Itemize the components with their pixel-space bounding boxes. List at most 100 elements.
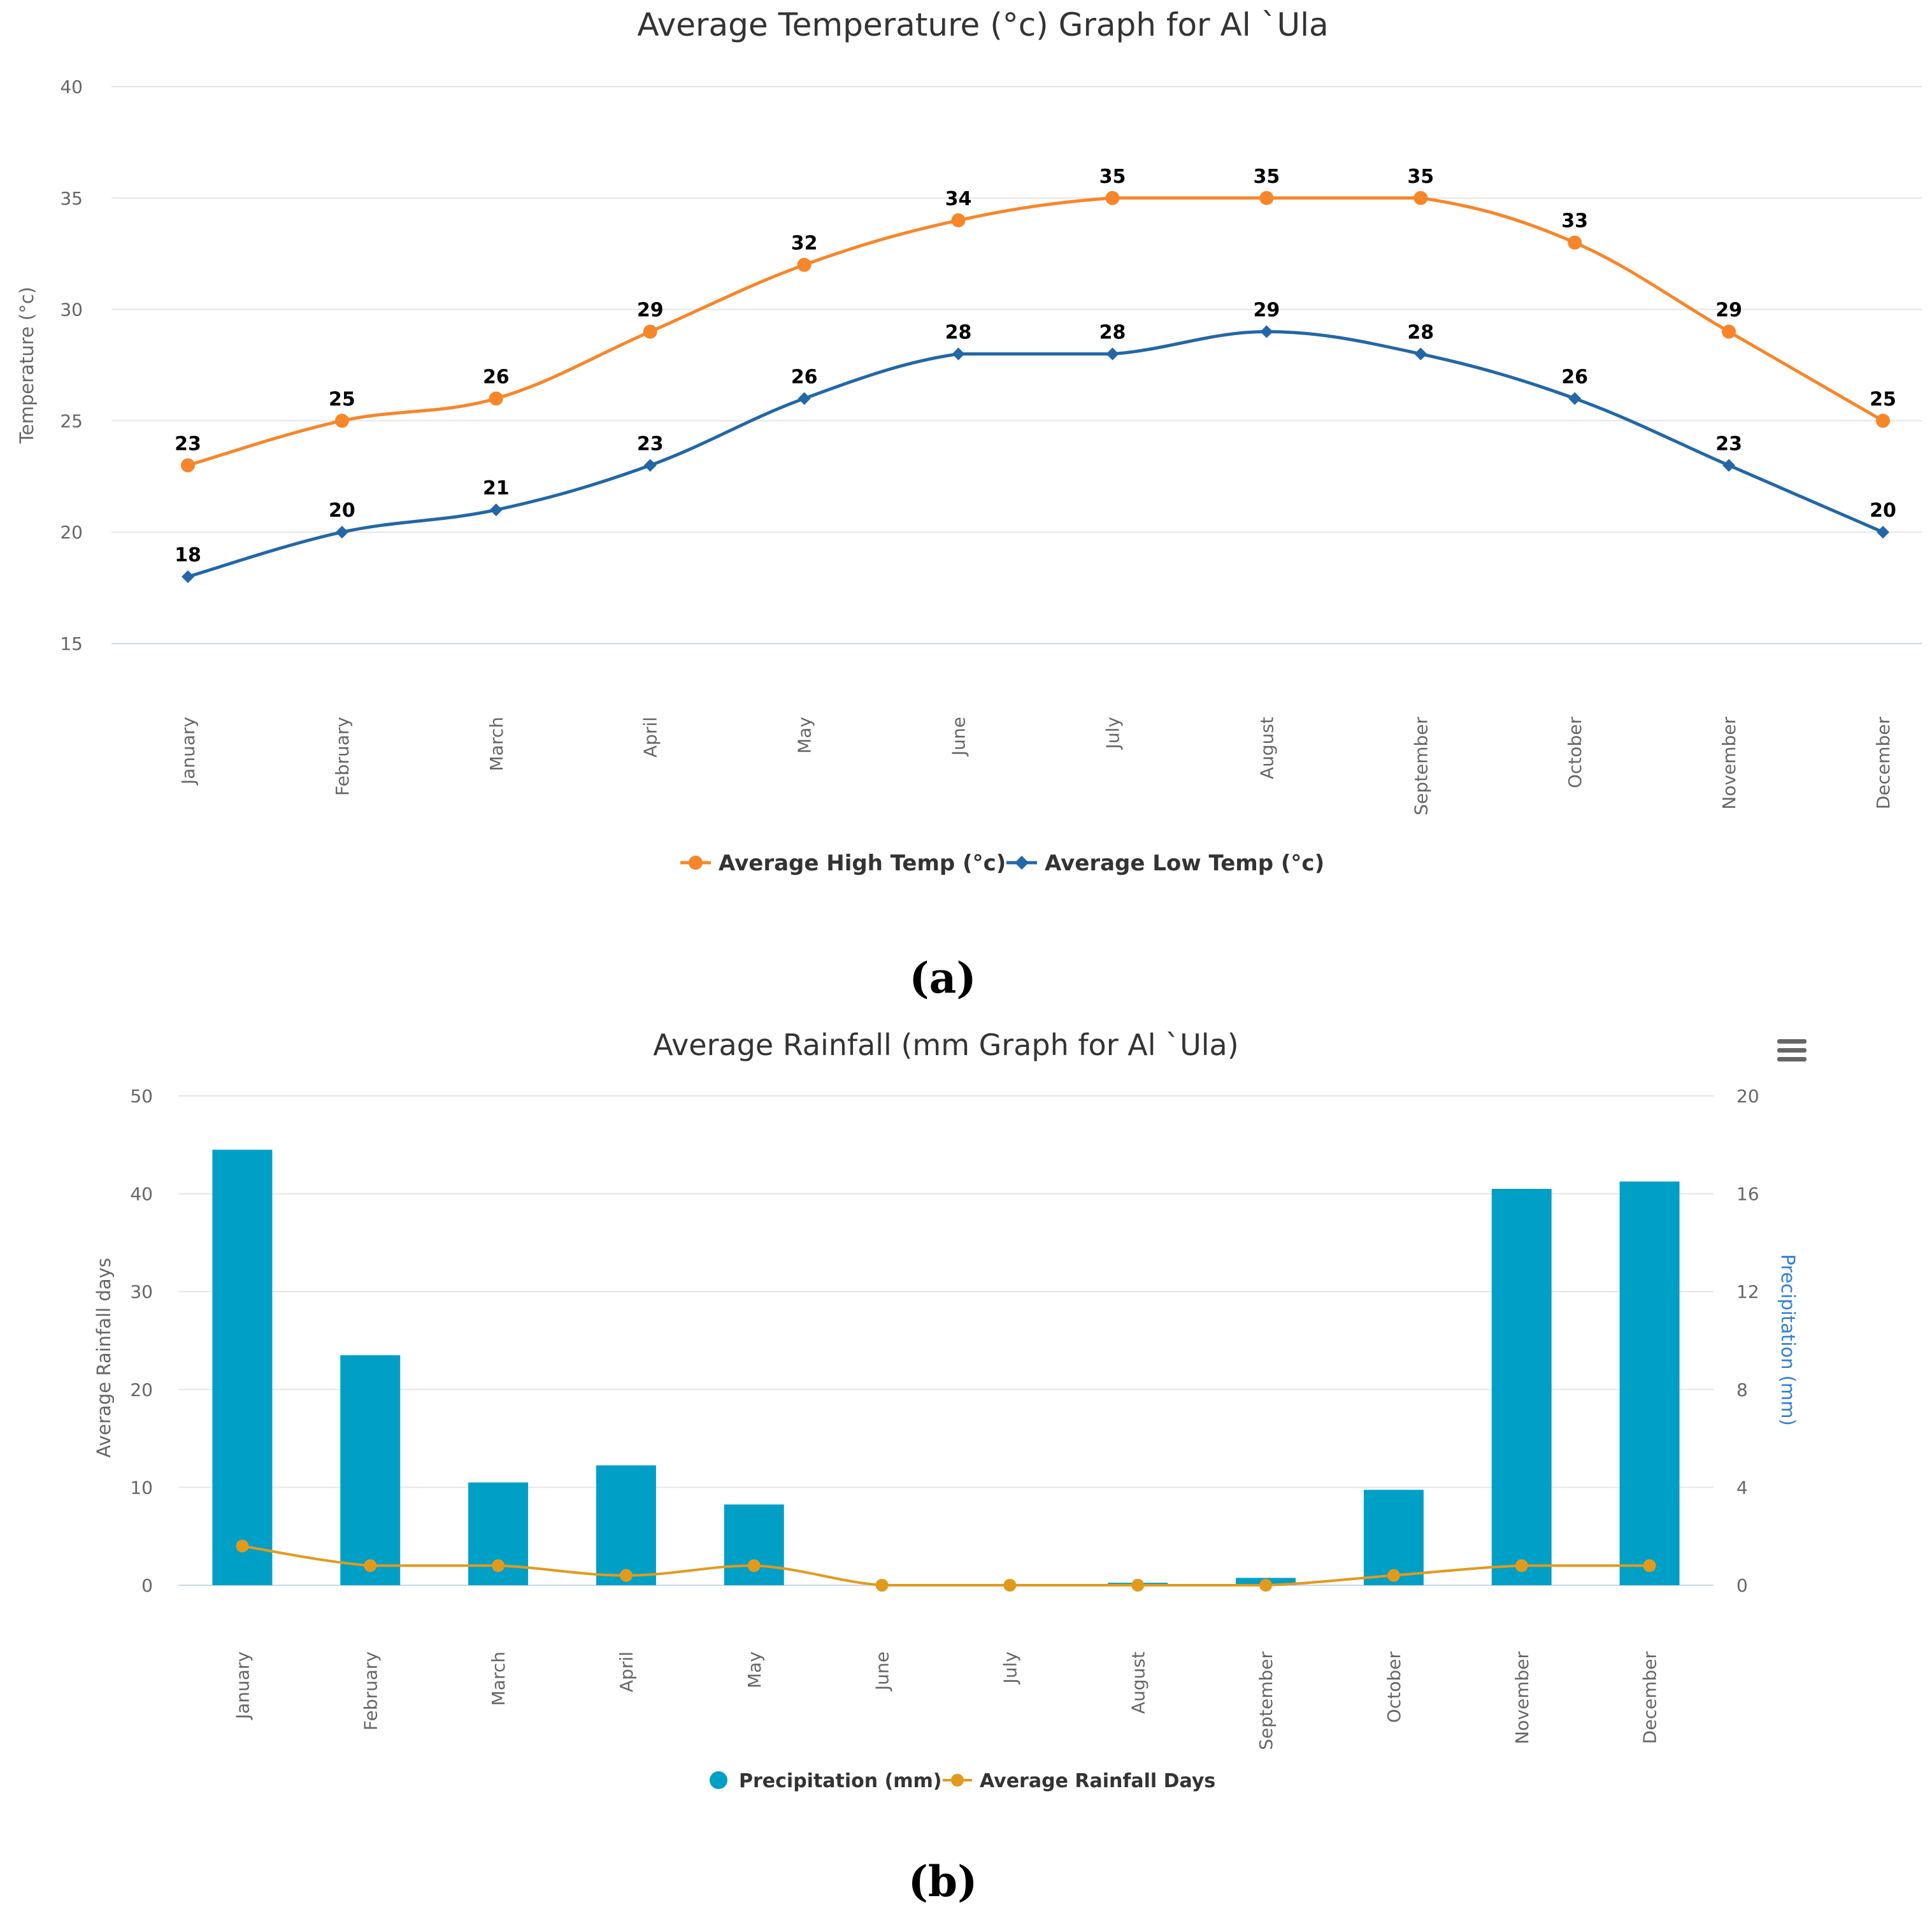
- point-average-low-temp-c-march[interactable]: [489, 503, 503, 517]
- temp-y-tick-35: 35: [60, 188, 83, 209]
- temp-x-tick-february: February: [332, 717, 353, 796]
- series-line-average-rainfall-days: [242, 1544, 1650, 1587]
- rainfall-legend[interactable]: Precipitation (mm) Average Rainfall Days: [710, 1770, 1215, 1792]
- point-average-high-temp-c-january[interactable]: [181, 458, 195, 473]
- point-average-high-temp-c-september[interactable]: [1413, 191, 1428, 205]
- temp-y-tick-25: 25: [60, 410, 83, 431]
- label-average-high-temp-c-october: 33: [1561, 210, 1588, 233]
- temp-x-tick-march: March: [486, 717, 507, 771]
- precip-tick-4: 4: [1736, 1477, 1748, 1498]
- rain-x-tick-july: July: [999, 1651, 1020, 1685]
- label-average-low-temp-c-july: 28: [1099, 322, 1126, 344]
- point-average-rainfall-days-june[interactable]: [875, 1579, 889, 1592]
- point-average-high-temp-c-april[interactable]: [643, 324, 657, 339]
- point-average-rainfall-days-march[interactable]: [492, 1559, 505, 1572]
- point-average-low-temp-c-january[interactable]: [182, 570, 194, 584]
- legend-label-average-high-temp-c[interactable]: Average High Temp (°c): [719, 851, 1006, 876]
- rain-days-tick-0: 0: [141, 1575, 153, 1596]
- point-average-rainfall-days-may[interactable]: [747, 1559, 761, 1572]
- point-average-high-temp-c-july[interactable]: [1105, 191, 1120, 205]
- temp-x-tick-october: October: [1564, 717, 1585, 789]
- point-average-high-temp-c-december[interactable]: [1876, 414, 1890, 428]
- bar-precipitation-february[interactable]: [340, 1355, 401, 1585]
- legend-label-precipitation-mm[interactable]: Precipitation (mm): [739, 1770, 942, 1792]
- label-average-high-temp-c-august: 35: [1253, 166, 1280, 188]
- label-average-low-temp-c-august: 29: [1253, 299, 1280, 322]
- bar-precipitation-may[interactable]: [724, 1504, 784, 1585]
- rain-x-tick-june: June: [872, 1651, 893, 1692]
- point-average-rainfall-days-february[interactable]: [364, 1559, 377, 1572]
- rain-days-tick-50: 50: [130, 1086, 153, 1107]
- point-average-high-temp-c-june[interactable]: [951, 213, 966, 227]
- point-average-low-temp-c-june[interactable]: [952, 347, 965, 361]
- series-line-average-high-temp-c: [187, 196, 1884, 467]
- label-average-low-temp-c-april: 23: [637, 433, 664, 455]
- precip-tick-0: 0: [1736, 1575, 1748, 1596]
- rain-days-tick-30: 30: [130, 1281, 153, 1302]
- temp-x-tick-november: November: [1719, 717, 1740, 810]
- point-average-rainfall-days-november[interactable]: [1515, 1559, 1528, 1572]
- point-average-high-temp-c-november[interactable]: [1722, 324, 1736, 339]
- point-average-low-temp-c-february[interactable]: [335, 526, 348, 539]
- temperature-chart-title: Average Temperature (°c) Graph for Al `U…: [637, 6, 1328, 43]
- legend-marker-average-rainfall-days: [951, 1774, 964, 1787]
- label-average-high-temp-c-september: 35: [1407, 166, 1434, 188]
- temp-x-tick-september: September: [1410, 717, 1431, 816]
- label-average-low-temp-c-september: 28: [1407, 322, 1434, 344]
- bar-precipitation-december[interactable]: [1619, 1181, 1680, 1585]
- temperature-legend[interactable]: Average High Temp (°c) Average Low Temp (…: [680, 851, 1324, 876]
- temp-x-tick-august: August: [1256, 717, 1277, 779]
- temperature-chart: 15 20 25 30 35 40 January February March April May…: [60, 76, 1922, 816]
- point-average-rainfall-days-july[interactable]: [1003, 1579, 1017, 1592]
- point-average-high-temp-c-march[interactable]: [489, 391, 503, 406]
- rain-days-tick-10: 10: [130, 1477, 153, 1498]
- legend-marker-average-low-temp-c: [1015, 856, 1029, 870]
- point-average-low-temp-c-december[interactable]: [1877, 526, 1889, 539]
- point-average-low-temp-c-may[interactable]: [798, 392, 811, 405]
- point-average-rainfall-days-september[interactable]: [1259, 1579, 1273, 1592]
- point-average-low-temp-c-september[interactable]: [1414, 347, 1428, 361]
- rain-x-tick-december: December: [1640, 1651, 1661, 1745]
- point-average-low-temp-c-october[interactable]: [1568, 392, 1582, 405]
- rain-days-tick-20: 20: [130, 1379, 153, 1400]
- point-average-rainfall-days-august[interactable]: [1131, 1579, 1145, 1592]
- point-average-low-temp-c-april[interactable]: [643, 459, 657, 472]
- label-average-low-temp-c-march: 21: [483, 477, 510, 500]
- label-average-low-temp-c-june: 28: [945, 322, 972, 344]
- bar-precipitation-january[interactable]: [212, 1149, 273, 1585]
- legend-label-average-rainfall-days[interactable]: Average Rainfall Days: [980, 1770, 1215, 1792]
- point-average-high-temp-c-october[interactable]: [1568, 235, 1582, 250]
- temperature-y-axis-title: Temperature (°c): [16, 287, 38, 444]
- rain-x-tick-october: October: [1384, 1651, 1405, 1723]
- point-average-rainfall-days-april[interactable]: [619, 1569, 633, 1582]
- rainfall-chart-title: Average Rainfall (mm Graph for Al `Ula): [653, 1028, 1238, 1062]
- precip-tick-20: 20: [1736, 1086, 1759, 1107]
- rainfall-days-axis-title: Average Rainfall days: [93, 1258, 115, 1458]
- point-average-high-temp-c-august[interactable]: [1259, 191, 1274, 205]
- point-average-high-temp-c-february[interactable]: [334, 414, 349, 428]
- point-average-low-temp-c-august[interactable]: [1260, 325, 1273, 338]
- legend-label-average-low-temp-c[interactable]: Average Low Temp (°c): [1045, 851, 1324, 876]
- hamburger-menu-icon[interactable]: [1777, 1039, 1807, 1061]
- label-average-high-temp-c-march: 26: [483, 366, 510, 388]
- point-average-high-temp-c-may[interactable]: [797, 257, 812, 272]
- label-average-high-temp-c-july: 35: [1099, 166, 1126, 188]
- bar-precipitation-april[interactable]: [596, 1465, 656, 1585]
- bar-precipitation-november[interactable]: [1491, 1188, 1552, 1585]
- precipitation-axis-title: Precipitation (mm): [1777, 1254, 1799, 1426]
- temp-x-tick-june: June: [948, 717, 970, 757]
- rain-x-tick-february: February: [360, 1651, 381, 1730]
- label-average-high-temp-c-april: 29: [637, 299, 664, 322]
- temp-y-tick-15: 15: [60, 633, 83, 654]
- point-average-low-temp-c-november[interactable]: [1722, 459, 1736, 472]
- point-average-rainfall-days-january[interactable]: [236, 1539, 249, 1553]
- point-average-rainfall-days-december[interactable]: [1643, 1559, 1656, 1572]
- rain-x-tick-may: May: [744, 1651, 765, 1688]
- point-average-rainfall-days-october[interactable]: [1387, 1569, 1400, 1582]
- label-average-high-temp-c-may: 32: [791, 233, 818, 255]
- label-average-low-temp-c-may: 26: [791, 366, 818, 388]
- rain-x-tick-november: November: [1512, 1651, 1533, 1745]
- temp-x-tick-april: April: [640, 717, 661, 758]
- point-average-low-temp-c-july[interactable]: [1106, 347, 1119, 361]
- legend-marker-average-high-temp-c: [689, 856, 703, 870]
